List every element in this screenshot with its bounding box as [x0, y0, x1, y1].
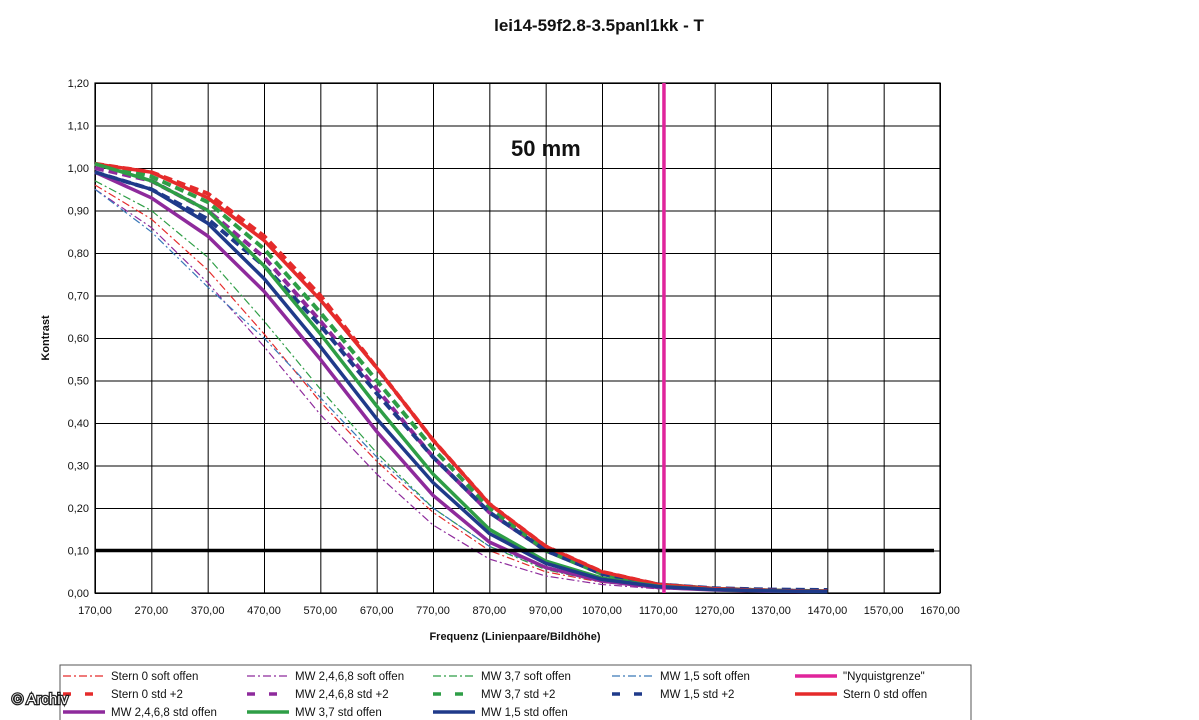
legend-label: MW 2,4,6,8 std +2 — [295, 689, 389, 701]
legend-label: MW 2,4,6,8 std offen — [111, 707, 217, 719]
x-tick-label: 1670,00 — [920, 605, 960, 617]
legend-label: Stern 0 std +2 — [111, 689, 183, 701]
y-tick-label: 0,00 — [68, 588, 89, 600]
x-tick-label: 1370,00 — [751, 605, 791, 617]
y-tick-label: 1,20 — [68, 78, 89, 90]
y-tick-label: 1,10 — [68, 121, 89, 133]
series-lines — [94, 161, 828, 594]
x-tick-label: 1570,00 — [864, 605, 904, 617]
x-tick-label: 1070,00 — [582, 605, 622, 617]
legend-label: Stern 0 std offen — [843, 689, 927, 701]
x-tick-label: 570,00 — [304, 605, 338, 617]
y-tick-labels: 0,00 0,10 0,20 0,30 0,40 0,50 0,60 0,70 0,80 0,90… — [68, 78, 89, 600]
chart-title: lei14-59f2.8-3.5panl1kk - T — [494, 16, 704, 35]
x-tick-label: 670,00 — [360, 605, 394, 617]
y-tick-label: 0,70 — [68, 291, 89, 303]
legend-label: MW 3,7 std +2 — [481, 689, 555, 701]
x-tick-label: 470,00 — [247, 605, 281, 617]
y-tick-label: 0,80 — [68, 248, 89, 260]
y-axis-label: Kontrast — [40, 315, 52, 361]
y-tick-label: 0,10 — [68, 546, 89, 558]
legend-label: Stern 0 soft offen — [111, 671, 198, 683]
x-axis-label: Frequenz (Linienpaare/Bildhöhe) — [429, 631, 600, 643]
legend-label: MW 1,5 std offen — [481, 707, 568, 719]
x-tick-label: 1170,00 — [639, 605, 678, 617]
reference-lines — [95, 83, 934, 593]
x-tick-label: 770,00 — [416, 605, 450, 617]
y-tick-label: 0,50 — [68, 376, 89, 388]
x-tick-labels: 170,00 270,00 370,00 470,00 570,00 670,00 770,… — [78, 605, 960, 617]
y-tick-label: 0,90 — [68, 206, 89, 218]
x-tick-label: 1270,00 — [695, 605, 735, 617]
series-line — [94, 184, 828, 593]
legend-box — [59, 664, 972, 720]
legend-label: MW 3,7 soft offen — [481, 671, 571, 683]
x-tick-label: 1470,00 — [807, 605, 847, 617]
x-tick-label: 170,00 — [78, 605, 112, 617]
y-tick-label: 0,40 — [68, 418, 89, 430]
x-tick-label: 370,00 — [191, 605, 225, 617]
x-tick-label: 970,00 — [529, 605, 563, 617]
series-line — [94, 170, 828, 594]
legend-label: MW 1,5 std +2 — [660, 689, 734, 701]
y-tick-label: 0,60 — [68, 333, 89, 345]
grid — [94, 82, 941, 594]
legend-label: MW 2,4,6,8 soft offen — [295, 671, 404, 683]
legend-label: "Nyquistgrenze" — [843, 671, 925, 683]
focal-length-annotation: 50 mm — [511, 136, 581, 161]
legend-label: MW 3,7 std offen — [295, 707, 382, 719]
legend-label: MW 1,5 soft offen — [660, 671, 750, 683]
x-tick-label: 270,00 — [135, 605, 169, 617]
y-tick-label: 0,20 — [68, 503, 89, 515]
y-tick-label: 0,30 — [68, 461, 89, 473]
x-tick-label: 870,00 — [473, 605, 507, 617]
y-tick-label: 1,00 — [68, 163, 89, 175]
copyright-text: © Archiv — [12, 691, 69, 708]
legend: Stern 0 soft offen MW 2,4,6,8 soft offen M… — [63, 671, 927, 719]
